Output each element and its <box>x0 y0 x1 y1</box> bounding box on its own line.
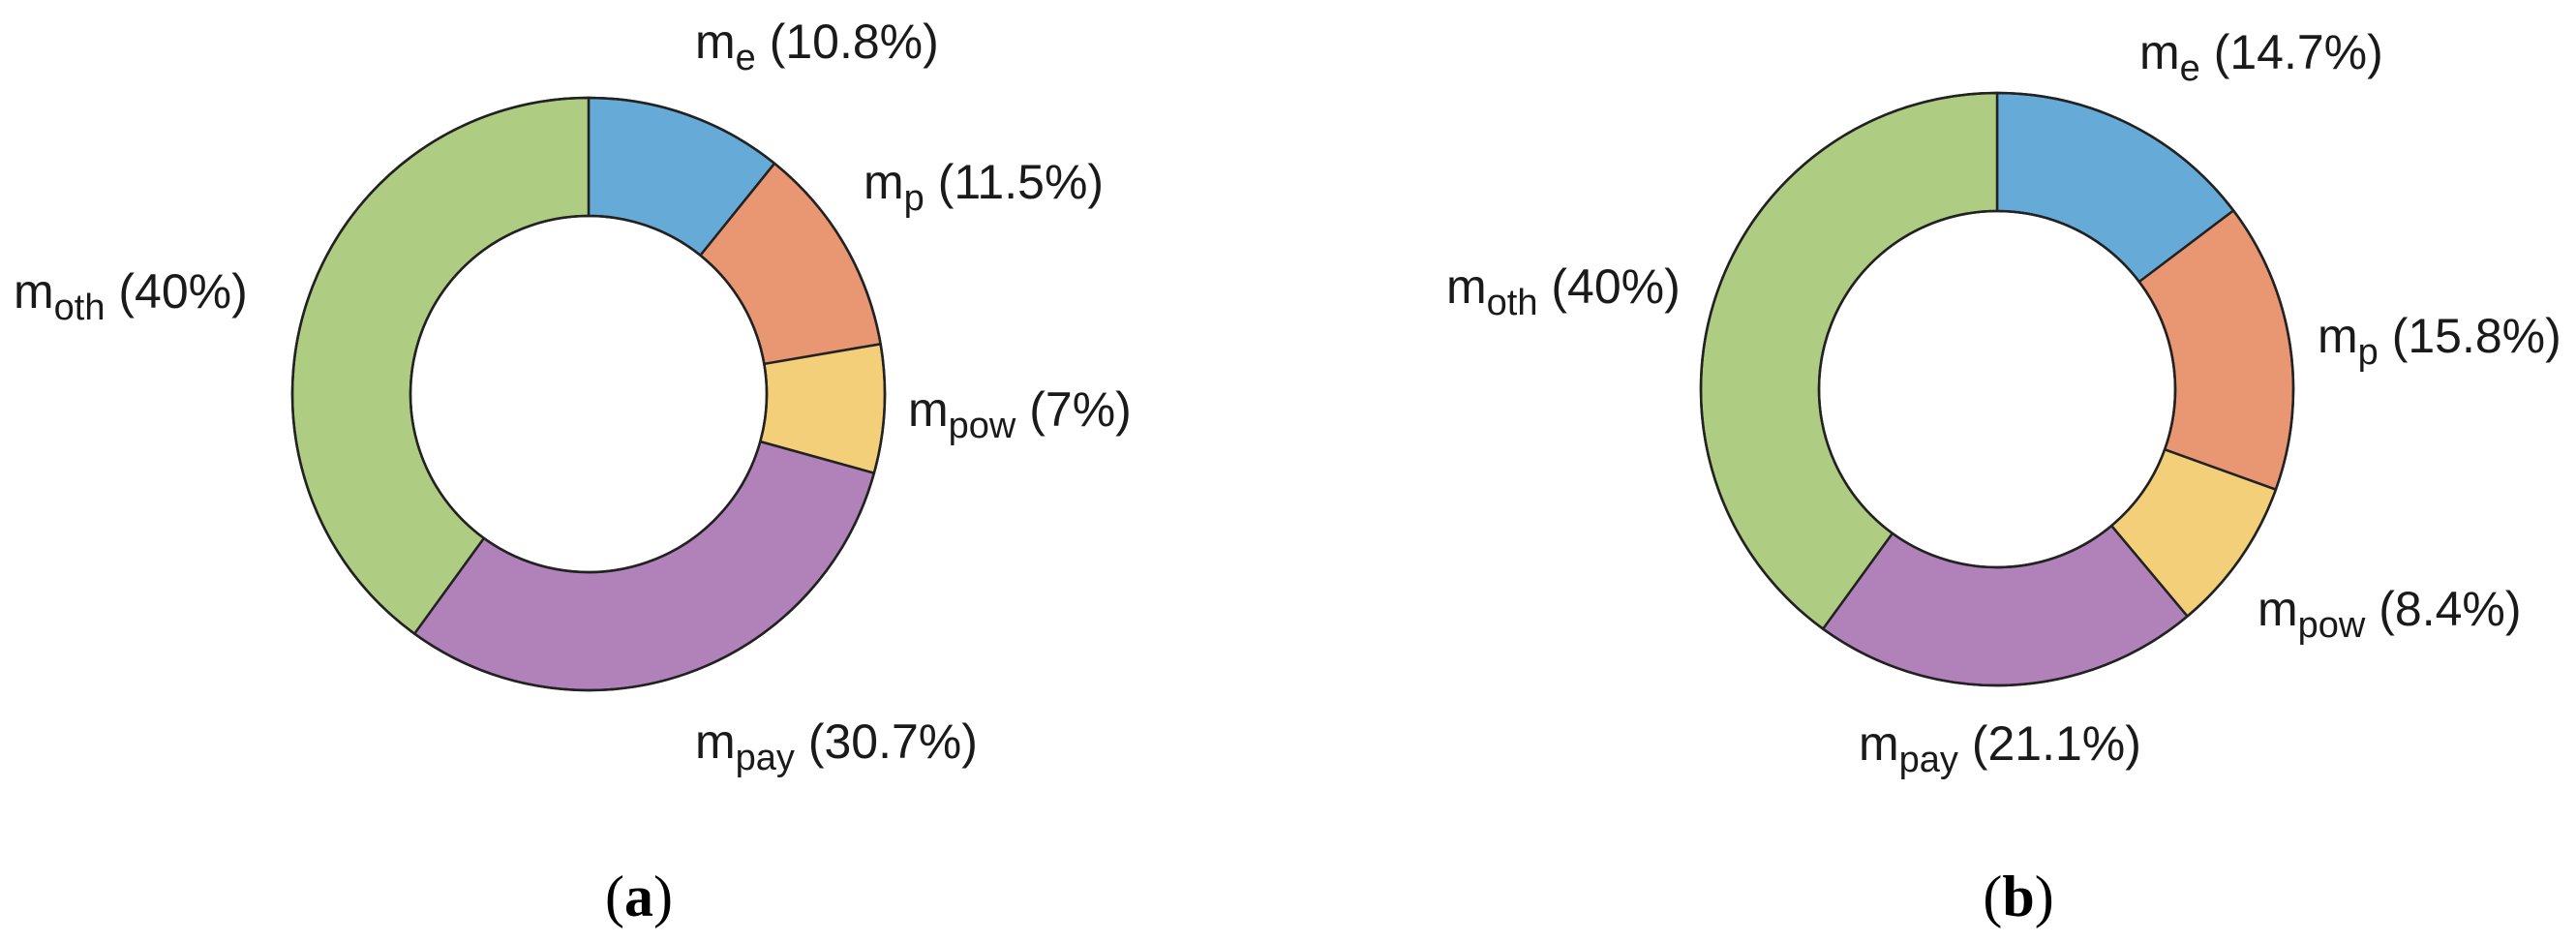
label-b-m-e: me (14.7%) <box>2139 25 2383 89</box>
slice-m-oth <box>1699 91 1999 630</box>
slices-b <box>1699 91 2295 687</box>
label-a-m-p: mp (11.5%) <box>864 155 1104 219</box>
label-a-m-oth: moth (40%) <box>14 264 248 328</box>
donut-chart-a: me (10.8%) mp (11.5%) mpow (7%) mpay (30… <box>14 15 1132 928</box>
slice-m-pay <box>412 440 876 692</box>
label-b-m-oth: moth (40%) <box>1446 259 1681 323</box>
donut-chart-b: me (14.7%) mp (15.8%) mpow (8.4%) mpay (… <box>1446 25 2561 928</box>
donut-hole-edge <box>1817 209 2177 569</box>
label-a-m-pay: mpay (30.7%) <box>695 714 978 778</box>
label-a-m-pow: mpow (7%) <box>908 382 1132 446</box>
donut-outer-edge <box>290 96 887 692</box>
slices-a <box>290 96 887 692</box>
panel-label-a: (a) <box>605 865 673 928</box>
label-a-m-e: me (10.8%) <box>695 15 939 78</box>
label-b-m-pay: mpay (21.1%) <box>1859 716 2141 780</box>
donut-outer-edge <box>1699 91 2295 687</box>
panel-label-b: (b) <box>1983 865 2053 928</box>
slice-m-oth <box>290 96 591 635</box>
donut-hole-edge <box>409 214 769 574</box>
label-b-m-p: mp (15.8%) <box>2318 309 2561 373</box>
label-b-m-pow: mpow (8.4%) <box>2258 582 2522 646</box>
